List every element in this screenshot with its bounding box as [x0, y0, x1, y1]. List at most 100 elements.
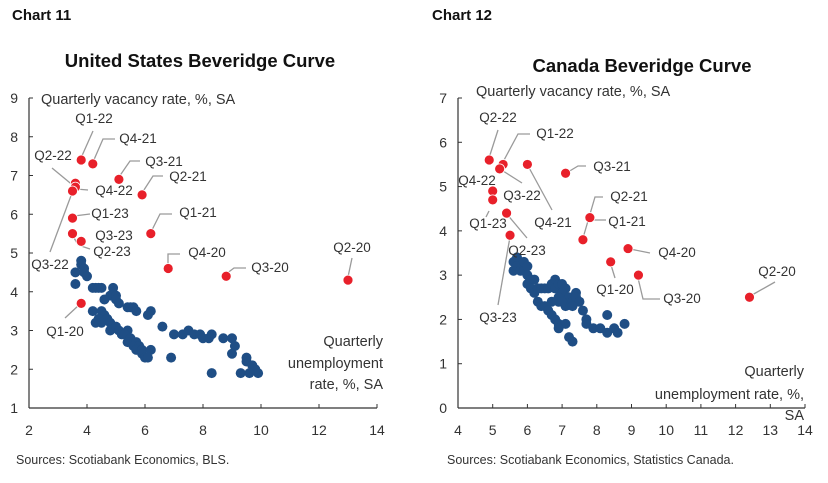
chart-12-point-label: Q3-21: [593, 159, 631, 174]
chart-12-historical-point: [612, 327, 623, 338]
chart-11-historical-point: [206, 368, 217, 379]
chart-11-x-tick-label: 4: [83, 422, 91, 438]
chart-12-point-label: Q2-22: [479, 110, 517, 125]
chart-12-x-tick-label: 7: [558, 422, 566, 438]
chart-12-historical-point: [567, 336, 578, 347]
chart-12-historical-point: [553, 323, 564, 334]
chart-12-point-q3-22: [494, 163, 506, 175]
chart-11-point-q3-23: [67, 228, 78, 240]
chart-12-point-label: Q2-20: [758, 264, 796, 279]
chart-11-point-q1-22: [75, 154, 87, 166]
chart-11-historical-point: [131, 306, 142, 317]
chart-11-point-label: Q2-22: [34, 148, 72, 163]
chart-11-historical-point: [235, 368, 246, 379]
chart-11-historical-point: [244, 368, 255, 379]
chart-11-y-tick-label: 8: [10, 129, 18, 145]
chart-12-header: Chart 12: [432, 7, 493, 24]
chart-11-historical-point: [218, 333, 229, 344]
chart-11-x-tick-label: 12: [311, 422, 327, 438]
chart-12-historical-point: [602, 310, 613, 320]
chart-11-historical-point: [227, 348, 237, 359]
chart-12-point-q1-23: [487, 194, 499, 206]
chart-12-leader-line: [485, 210, 490, 218]
chart-12-x-tick-label: 14: [797, 422, 813, 438]
chart-12-leader-line: [502, 133, 530, 163]
chart-11-leader-line: [92, 138, 115, 163]
chart-12-point-label: Q3-20: [663, 291, 701, 306]
chart-11-header: Chart 11: [12, 7, 72, 24]
chart-11-y-tick-label: 2: [10, 361, 18, 377]
chart-11-point-q2-23: [75, 235, 87, 247]
chart-11-leader-line: [80, 130, 94, 159]
chart-12-leader-line: [637, 277, 660, 300]
chart-11-point-label: Q1-21: [179, 205, 217, 220]
chart-12-x-tick-label: 9: [628, 422, 636, 438]
chart-11-leader-line: [118, 160, 140, 178]
chart-11-point-q3-20: [220, 270, 232, 282]
chart-12-y-tick-label: 7: [439, 90, 447, 106]
chart-11-point-label: Q1-23: [91, 206, 129, 221]
chart-12-leader-line: [567, 165, 586, 173]
chart-12-point-q4-20: [622, 243, 634, 254]
chart-12-point-q1-20: [605, 256, 617, 268]
chart-12-x-axis-label: Quarterly: [744, 364, 804, 380]
chart-11-y-tick-label: 9: [10, 90, 18, 106]
chart-11-historical-point: [108, 282, 119, 293]
chart-11-historical-point: [70, 279, 81, 289]
chart-11-x-axis-label: rate, %, SA: [310, 377, 384, 393]
chart-11-point-label: Q3-20: [251, 260, 289, 275]
chart-11-historical-point: [229, 341, 240, 351]
chart-12-source: Sources: Scotiabank Economics, Statistic…: [447, 453, 734, 467]
chart-12-leader-line: [629, 248, 651, 254]
chart-12-x-axis-label: SA: [785, 408, 805, 424]
chart-12-historical-point: [577, 305, 588, 316]
chart-12-title: Canada Beveridge Curve: [532, 55, 752, 76]
chart-11-source: Sources: Scotiabank Economics, BLS.: [16, 453, 230, 467]
chart-12-point-q4-21: [522, 159, 533, 170]
chart-12-point-label: Q2-21: [610, 189, 648, 204]
chart-11-point-label: Q4-20: [188, 245, 226, 260]
chart-11-point-label: Q1-22: [75, 111, 113, 126]
chart-12-leader-line: [610, 264, 616, 279]
chart-12-point-label: Q1-23: [469, 216, 507, 231]
chart-11-leader-line: [150, 213, 172, 233]
chart-11-point-q2-21: [136, 189, 148, 201]
chart-11-x-tick-label: 6: [141, 422, 149, 438]
chart-11-historical-point: [113, 298, 124, 309]
chart-12-point-q3-20: [633, 269, 644, 281]
chart-11-leader-line: [64, 304, 80, 319]
chart-11-x-axis-label: Quarterly: [323, 334, 383, 350]
chart-11-point-q1-21: [145, 228, 157, 240]
chart-11-leader-line: [49, 192, 73, 253]
chart-11-point-q3-21: [113, 173, 125, 185]
chart-11-historical-point: [253, 368, 264, 379]
chart-11-point-q1-23: [67, 212, 78, 224]
chart-11-point-label: Q2-23: [93, 244, 131, 259]
chart-12-point-q2-21: [584, 212, 596, 223]
chart-11-historical-point: [145, 344, 156, 355]
chart-11-historical-point: [157, 321, 168, 332]
chart-11-historical-point: [142, 352, 153, 363]
chart-11-point-label: Q3-21: [145, 154, 183, 169]
chart-11-x-tick-label: 14: [369, 422, 385, 438]
chart-12-point-q3-23: [504, 229, 516, 241]
chart-11-point-q1-20: [75, 297, 87, 309]
chart-11-x-tick-label: 10: [253, 422, 269, 438]
chart-11-leader-line: [347, 257, 353, 278]
chart-11-point-q2-20: [342, 274, 354, 286]
chart-11-point-label: Q2-20: [333, 240, 371, 255]
chart-11-historical-point: [142, 310, 153, 320]
chart-11-leader-line: [141, 175, 163, 194]
chart-11-x-axis-label: unemployment: [288, 356, 383, 372]
chart-11-y-tick-label: 1: [10, 400, 18, 416]
chart-11-x-tick-label: 8: [199, 422, 207, 438]
chart-12-historical-point: [567, 301, 578, 312]
chart-11-y-axis-label: Quarterly vacancy rate, %, SA: [41, 92, 236, 108]
chart-12-point-label: Q1-21: [608, 214, 646, 229]
chart-11-point-q4-22: [67, 185, 78, 197]
chart-12-point-q2-22: [483, 154, 495, 166]
chart-12-x-tick-label: 12: [728, 422, 744, 438]
chart-12-point-label: Q4-22: [458, 173, 496, 188]
